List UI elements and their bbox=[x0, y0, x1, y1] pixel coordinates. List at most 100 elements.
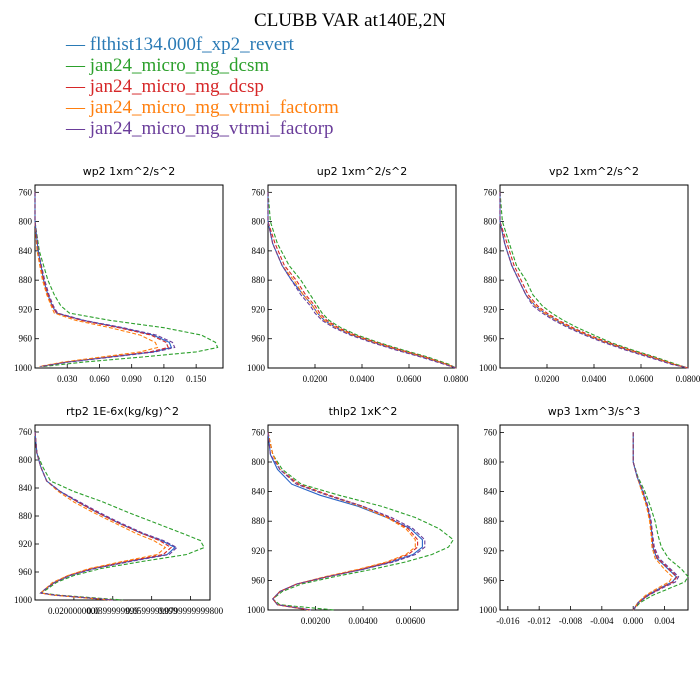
x-tick-label: 0.0600 bbox=[629, 374, 654, 384]
x-tick-label: 0.060 bbox=[89, 374, 110, 384]
x-tick-label: 0.004 bbox=[654, 616, 675, 626]
series-line bbox=[34, 431, 173, 601]
y-tick-label: 760 bbox=[484, 187, 498, 197]
panel: rtp2 1E-6x(kg/kg)^2 760 800 840 880 920 960 100… bbox=[14, 405, 224, 616]
series-line bbox=[34, 192, 219, 368]
plot-frame bbox=[34, 424, 211, 601]
y-tick-label: 800 bbox=[19, 455, 33, 465]
y-tick-label: 880 bbox=[252, 516, 266, 526]
y-tick-label: 960 bbox=[19, 567, 33, 577]
x-tick-label: 0.0799999999800 bbox=[158, 606, 224, 616]
y-tick-label: 760 bbox=[252, 187, 266, 197]
x-tick-label: 0.120 bbox=[154, 374, 175, 384]
y-tick-label: 960 bbox=[252, 334, 266, 344]
x-tick-label: 0.000 bbox=[623, 616, 644, 626]
y-tick-label: 1000 bbox=[14, 595, 33, 605]
series-line bbox=[34, 192, 159, 368]
panel-title: vp2 1xm^2/s^2 bbox=[549, 165, 639, 178]
y-tick-label: 840 bbox=[484, 487, 498, 497]
legend-entry: — jan24_micro_mg_dcsp bbox=[65, 76, 264, 97]
y-tick-label: 920 bbox=[19, 539, 33, 549]
y-tick-label: 840 bbox=[19, 483, 33, 493]
y-tick-label: 920 bbox=[19, 304, 33, 314]
x-tick-label: 0.150 bbox=[186, 374, 207, 384]
panel-title: wp3 1xm^3/s^3 bbox=[548, 405, 641, 418]
series-line bbox=[499, 192, 689, 369]
x-tick-label: 0.0800 bbox=[676, 374, 700, 384]
x-tick-label: -0.008 bbox=[559, 616, 583, 626]
y-tick-label: 840 bbox=[484, 246, 498, 256]
x-tick-label: 0.0400 bbox=[350, 374, 375, 384]
series-line bbox=[632, 432, 689, 611]
series-line bbox=[267, 432, 426, 611]
y-tick-label: 800 bbox=[252, 457, 266, 467]
y-tick-label: 920 bbox=[484, 546, 498, 556]
x-tick-label: 0.090 bbox=[122, 374, 143, 384]
series-line bbox=[632, 432, 680, 611]
x-tick-label: 0.0200 bbox=[535, 374, 560, 384]
series-line bbox=[632, 432, 673, 611]
legend-entry: — jan24_micro_mg_vtrmi_factorm bbox=[65, 97, 339, 118]
panel-title: up2 1xm^2/s^2 bbox=[317, 165, 408, 178]
series-line bbox=[34, 431, 167, 601]
x-tick-label: -0.004 bbox=[590, 616, 614, 626]
y-tick-label: 800 bbox=[19, 217, 33, 227]
y-tick-label: 1000 bbox=[14, 363, 33, 373]
panel-title: rtp2 1E-6x(kg/kg)^2 bbox=[66, 405, 179, 418]
legend-entry: — jan24_micro_mg_vtrmi_factorp bbox=[65, 118, 334, 139]
y-tick-label: 800 bbox=[484, 217, 498, 227]
series-line bbox=[34, 431, 176, 601]
series-line bbox=[499, 192, 689, 369]
x-tick-label: 0.0200 bbox=[303, 374, 328, 384]
y-tick-label: 960 bbox=[484, 575, 498, 585]
y-tick-label: 880 bbox=[19, 275, 33, 285]
x-tick-label: 0.0400 bbox=[582, 374, 607, 384]
y-tick-label: 1000 bbox=[479, 363, 498, 373]
series-line bbox=[34, 192, 176, 368]
y-tick-label: 880 bbox=[252, 275, 266, 285]
y-tick-label: 920 bbox=[484, 304, 498, 314]
series-line bbox=[34, 192, 169, 368]
series-line bbox=[267, 192, 457, 369]
x-tick-label: 0.00400 bbox=[348, 616, 378, 626]
legend-entry: — jan24_micro_mg_dcsm bbox=[65, 55, 269, 76]
x-tick-label: -0.016 bbox=[496, 616, 520, 626]
plot-frame bbox=[499, 184, 689, 369]
y-tick-label: 920 bbox=[252, 546, 266, 556]
series-line bbox=[34, 431, 178, 601]
series-line bbox=[267, 432, 455, 611]
y-tick-label: 960 bbox=[19, 334, 33, 344]
series-line bbox=[499, 192, 689, 369]
x-tick-label: 0.0200000000 bbox=[48, 606, 100, 616]
series-line bbox=[34, 431, 205, 601]
series-line bbox=[499, 192, 689, 369]
panel: vp2 1xm^2/s^2 760 800 840 880 920 960 1000 0.020… bbox=[479, 165, 700, 384]
plot-frame bbox=[267, 184, 457, 369]
y-tick-label: 960 bbox=[252, 575, 266, 585]
legend-entry: — flthist134.000f_xp2_revert bbox=[65, 34, 295, 55]
x-tick-label: 0.0800 bbox=[444, 374, 469, 384]
series-line bbox=[499, 192, 689, 369]
series-line bbox=[267, 192, 457, 369]
y-tick-label: 760 bbox=[19, 187, 33, 197]
series-line bbox=[632, 432, 678, 611]
series-line bbox=[267, 192, 457, 369]
legend: — flthist134.000f_xp2_revert— jan24_micr… bbox=[65, 34, 339, 139]
x-tick-label: 0.0600 bbox=[397, 374, 422, 384]
figure-title: CLUBB VAR at140E,2N bbox=[254, 10, 446, 31]
plot-frame bbox=[267, 424, 459, 611]
y-tick-label: 1000 bbox=[247, 363, 266, 373]
y-tick-label: 880 bbox=[484, 275, 498, 285]
y-tick-label: 960 bbox=[484, 334, 498, 344]
panel: wp2 1xm^2/s^2 760 800 840 880 920 960 1000 0.030… bbox=[14, 165, 224, 384]
y-tick-label: 760 bbox=[19, 427, 33, 437]
panel: wp3 1xm^3/s^37608008408809209601000-0.01… bbox=[479, 405, 689, 626]
y-tick-label: 880 bbox=[484, 516, 498, 526]
y-tick-label: 800 bbox=[252, 217, 266, 227]
x-tick-label: 0.00600 bbox=[396, 616, 426, 626]
plot-frame bbox=[499, 424, 689, 611]
x-tick-label: 0.0599999999 bbox=[126, 606, 178, 616]
y-tick-label: 880 bbox=[19, 511, 33, 521]
y-tick-label: 1000 bbox=[247, 605, 266, 615]
